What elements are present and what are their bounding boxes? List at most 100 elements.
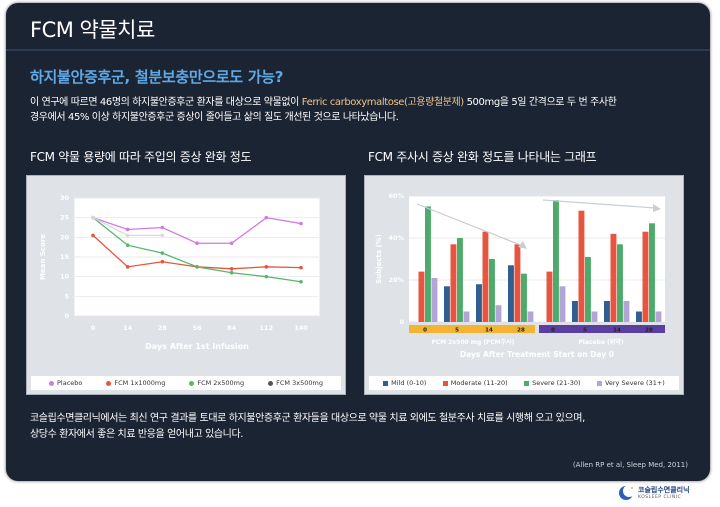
legend-fcm1x1000: FCM 1x1000mg (106, 379, 165, 387)
data-point (299, 265, 303, 270)
right-chart-heading: FCM 주사시 증상 완화 정도를 나타내는 그래프 (368, 150, 597, 164)
x-axis-label: Days After Treatment Start on Day 0 (460, 350, 614, 359)
y-tick-label: 30 (60, 194, 70, 202)
bar (585, 256, 591, 322)
x-tick-label: 0 (551, 328, 555, 334)
x-tick-label: 14 (613, 328, 621, 334)
intro-text: 이 연구에 따르면 46명의 하지불안증후군 환자를 대상으로 약물없이 Fer… (30, 95, 690, 125)
y-axis-label: Subjects (%) (375, 234, 383, 284)
data-point (160, 251, 165, 255)
bar (450, 244, 457, 322)
legend-placebo: Placebo (49, 379, 82, 387)
bar (476, 284, 482, 322)
legend-fcm2x500: FCM 2x500mg (189, 379, 244, 387)
bar (463, 311, 470, 322)
legend-very-severe: Very Severe (31+) (596, 379, 665, 387)
bar (457, 238, 463, 322)
y-tick-label: 60% (388, 192, 404, 200)
legend-very-severe-marker (596, 380, 602, 386)
legend-severe-marker (524, 380, 530, 386)
bar (444, 286, 450, 322)
data-point (299, 279, 303, 284)
bar (623, 301, 630, 322)
legend-mild-marker (383, 380, 389, 386)
data-point (91, 233, 95, 238)
legend-severe-label: Severe (21-30) (532, 379, 581, 387)
title-divider (6, 49, 710, 51)
moon-logo-icon (619, 485, 635, 500)
footer-line2: 상당수 환자에서 좋은 치료 반응을 얻어내고 있습니다. (30, 429, 244, 440)
x-tick-label: 140 (294, 324, 308, 332)
legend-placebo-marker (49, 380, 54, 386)
legend-fcm1x1000-label: FCM 1x1000mg (114, 379, 166, 387)
data-point (125, 227, 130, 232)
data-point (160, 233, 165, 238)
page-title: FCM 약물치료 (30, 18, 155, 42)
y-tick-label: 10 (60, 273, 70, 281)
legend-severe: Severe (21-30) (524, 379, 581, 387)
x-tick-label: 0 (423, 328, 427, 334)
x-tick-label: 112 (260, 324, 274, 332)
bar (514, 244, 521, 322)
y-tick-label: 25 (60, 214, 70, 222)
bar (431, 277, 438, 322)
x-tick-label: 28 (645, 328, 653, 334)
intro-part1: 이 연구에 따르면 46명의 하지불안증후군 환자를 대상으로 약물없이 (30, 97, 302, 108)
data-point (264, 265, 269, 269)
bar (508, 265, 514, 322)
bar (546, 271, 553, 322)
group-strip (409, 325, 535, 333)
x-tick-label: 5 (455, 328, 459, 334)
data-point (264, 274, 269, 279)
legend-fcm3x500-marker (268, 380, 274, 386)
x-tick-label: 14 (485, 328, 493, 334)
data-point (160, 225, 165, 230)
clinic-logo: 코슬립수면클리닉 KOSLEEP CLINIC (618, 484, 714, 504)
intro-line2: 경우에서 45% 이상 하지불안증후군 증상이 줄어들고 삶의 질도 개선된 것… (30, 112, 399, 123)
x-tick-label: 56 (192, 324, 202, 332)
trend-arrow (416, 203, 524, 247)
data-point (195, 265, 199, 269)
legend-fcm3x500-label: FCM 3x500mg (276, 379, 323, 387)
bar (527, 311, 534, 322)
data-point (125, 243, 130, 247)
group-label: Placebo (위약) (578, 338, 623, 346)
bar (495, 305, 502, 322)
legend-mild-label: Mild (0-10) (391, 379, 427, 387)
left-chart-heading: FCM 약물 용량에 따라 주입의 증상 완화 정도 (30, 150, 252, 164)
bar (553, 200, 559, 322)
section-subtitle: 하지불안증후군, 철분보충만으로도 가능? (30, 68, 284, 86)
x-tick-label: 0 (91, 324, 96, 332)
logo-name: 코슬립수면클리닉 (638, 486, 690, 494)
bar (649, 223, 655, 322)
bar-chart-legend: Mild (0-10) Moderate (11-20) Severe (21-… (369, 376, 679, 390)
footer-line1: 코슬립수면클리닉에서는 최신 연구 결과를 토대로 하지불안증후군 환자들을 대… (30, 413, 585, 424)
trend-arrowhead (653, 204, 661, 212)
bar (559, 286, 566, 322)
bar (617, 244, 623, 322)
data-point (125, 233, 130, 238)
bar (591, 311, 598, 322)
legend-moderate: Moderate (11-20) (442, 379, 508, 387)
intro-highlight: Ferric carboxymaltose(고용량철분제) (301, 97, 464, 108)
y-tick-label: 15 (60, 253, 70, 261)
slide: FCM 약물치료 하지불안증후군, 철분보충만으로도 가능? 이 연구에 따르면… (6, 3, 710, 481)
x-tick-label: 14 (123, 324, 133, 332)
data-point (299, 221, 303, 226)
line-chart: 0 5 10 15 20 25 30 0 14 28 56 84 112 140 Days After 1s… (39, 194, 320, 351)
bar (521, 273, 527, 322)
bar-chart-panel: 0 20% 40% 60% 0 5 14 28 0 5 14 28 FCM 2x500 mg (FCM주… (364, 175, 684, 395)
group-strip (539, 325, 665, 333)
data-point (229, 241, 234, 246)
legend-fcm3x500: FCM 3x500mg (268, 379, 323, 387)
x-tick-label: 5 (583, 328, 587, 334)
trend-arrow (542, 199, 656, 209)
legend-moderate-label: Moderate (11-20) (450, 379, 508, 387)
x-axis-label: Days After 1st Infusion (145, 342, 249, 351)
y-tick-label: 0 (64, 312, 69, 320)
legend-very-severe-label: Very Severe (31+) (604, 379, 665, 387)
citation: (Allen RP et al, Sleep Med, 2011) (572, 461, 688, 469)
legend-fcm2x500-label: FCM 2x500mg (197, 379, 245, 387)
line-chart-panel: 0 5 10 15 20 25 30 0 14 28 56 84 112 140 Days After 1s… (26, 175, 346, 395)
